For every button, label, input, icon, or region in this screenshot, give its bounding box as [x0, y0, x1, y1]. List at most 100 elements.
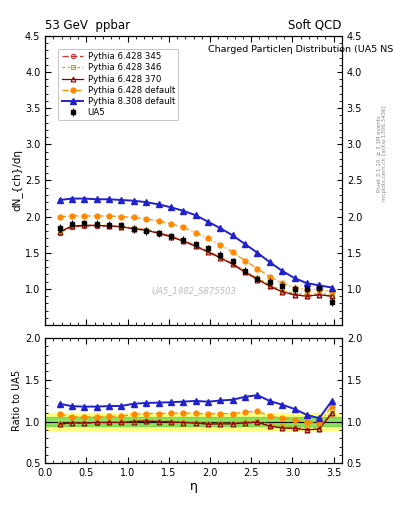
Pythia 6.428 default: [267, 273, 272, 280]
Pythia 6.428 default: [230, 249, 235, 255]
Pythia 6.428 default: [292, 285, 297, 291]
Pythia 6.428 345: [292, 292, 297, 298]
Pythia 8.308 default: [82, 196, 87, 202]
Pythia 6.428 370: [57, 229, 62, 235]
Pythia 8.308 default: [156, 201, 161, 207]
Pythia 6.428 345: [267, 283, 272, 289]
Pythia 6.428 346: [107, 222, 112, 228]
Pythia 8.308 default: [169, 204, 173, 210]
Pythia 6.428 345: [317, 292, 321, 298]
Line: Pythia 6.428 370: Pythia 6.428 370: [57, 223, 334, 298]
Text: Rivet 3.1.10, ≥ 3.1M events: Rivet 3.1.10, ≥ 3.1M events: [377, 115, 382, 192]
Pythia 6.428 346: [243, 268, 248, 274]
Line: Pythia 6.428 346: Pythia 6.428 346: [57, 223, 334, 297]
Pythia 6.428 346: [218, 254, 223, 260]
Pythia 6.428 370: [70, 223, 74, 229]
Pythia 6.428 370: [107, 223, 112, 229]
Pythia 6.428 default: [305, 287, 309, 293]
Line: Pythia 8.308 default: Pythia 8.308 default: [57, 196, 334, 290]
Pythia 6.428 345: [119, 224, 124, 230]
Pythia 6.428 370: [156, 230, 161, 237]
Pythia 6.428 default: [156, 218, 161, 224]
Pythia 6.428 346: [206, 248, 210, 254]
Bar: [45, 417, 342, 426]
Pythia 6.428 370: [206, 249, 210, 255]
Pythia 6.428 346: [156, 229, 161, 236]
Pythia 6.428 345: [230, 261, 235, 267]
Pythia 8.308 default: [230, 232, 235, 239]
Pythia 8.308 default: [255, 250, 260, 256]
Text: mcplots.cern.ch [arXiv:1306.3436]: mcplots.cern.ch [arXiv:1306.3436]: [382, 106, 387, 201]
Pythia 6.428 346: [292, 290, 297, 296]
Pythia 6.428 345: [193, 243, 198, 249]
Pythia 8.308 default: [70, 196, 74, 202]
Pythia 6.428 346: [230, 261, 235, 267]
Pythia 6.428 346: [131, 225, 136, 231]
Pythia 6.428 default: [280, 280, 285, 286]
Pythia 6.428 370: [329, 293, 334, 299]
Pythia 8.308 default: [131, 198, 136, 204]
Pythia 6.428 345: [107, 223, 112, 229]
Pythia 6.428 346: [119, 223, 124, 229]
Pythia 6.428 346: [82, 222, 87, 228]
Pythia 6.428 345: [181, 238, 185, 244]
Pythia 6.428 default: [329, 288, 334, 294]
Pythia 6.428 370: [280, 289, 285, 295]
Pythia 6.428 default: [107, 213, 112, 219]
Line: Pythia 6.428 default: Pythia 6.428 default: [57, 214, 334, 293]
Pythia 6.428 345: [329, 293, 334, 299]
Pythia 6.428 345: [206, 248, 210, 254]
Pythia 6.428 346: [181, 238, 185, 244]
Pythia 8.308 default: [57, 197, 62, 203]
Pythia 8.308 default: [292, 275, 297, 281]
Text: Charged Particleη Distribution (UA5 NSD, all p_{T}): Charged Particleη Distribution (UA5 NSD,…: [208, 45, 393, 54]
Pythia 6.428 default: [317, 287, 321, 293]
Pythia 8.308 default: [243, 241, 248, 247]
Pythia 8.308 default: [193, 212, 198, 218]
Pythia 6.428 345: [57, 229, 62, 236]
Pythia 6.428 default: [255, 266, 260, 272]
Pythia 6.428 370: [255, 276, 260, 283]
Y-axis label: dN_{ch}/dη: dN_{ch}/dη: [11, 150, 22, 211]
Pythia 6.428 370: [193, 243, 198, 249]
Pythia 6.428 346: [317, 290, 321, 296]
Pythia 6.428 345: [131, 225, 136, 231]
Pythia 8.308 default: [305, 280, 309, 286]
Pythia 8.308 default: [181, 208, 185, 214]
Pythia 6.428 346: [267, 282, 272, 288]
Pythia 6.428 370: [305, 293, 309, 299]
Pythia 6.428 346: [94, 222, 99, 228]
Text: Soft QCD: Soft QCD: [288, 19, 342, 32]
Legend: Pythia 6.428 345, Pythia 6.428 346, Pythia 6.428 370, Pythia 6.428 default, Pyth: Pythia 6.428 345, Pythia 6.428 346, Pyth…: [59, 49, 178, 120]
Pythia 6.428 default: [94, 213, 99, 219]
Pythia 8.308 default: [206, 219, 210, 225]
Line: Pythia 6.428 345: Pythia 6.428 345: [57, 224, 334, 298]
Y-axis label: Ratio to UA5: Ratio to UA5: [12, 370, 22, 431]
Pythia 6.428 default: [218, 242, 223, 248]
Pythia 6.428 default: [206, 236, 210, 242]
Text: 53 GeV  ppbar: 53 GeV ppbar: [45, 19, 130, 32]
Pythia 6.428 default: [243, 258, 248, 264]
Pythia 6.428 345: [243, 268, 248, 274]
Pythia 6.428 346: [305, 292, 309, 298]
Pythia 8.308 default: [94, 196, 99, 202]
Pythia 6.428 370: [218, 255, 223, 261]
Pythia 6.428 346: [329, 292, 334, 298]
Pythia 6.428 346: [169, 233, 173, 239]
Pythia 8.308 default: [144, 199, 149, 205]
Pythia 6.428 default: [119, 214, 124, 220]
Pythia 6.428 345: [70, 224, 74, 230]
Pythia 8.308 default: [329, 285, 334, 291]
Pythia 6.428 370: [169, 234, 173, 240]
Pythia 6.428 345: [94, 223, 99, 229]
Pythia 6.428 default: [82, 213, 87, 219]
Pythia 6.428 370: [131, 226, 136, 232]
Pythia 6.428 370: [119, 224, 124, 230]
Pythia 8.308 default: [280, 268, 285, 274]
X-axis label: η: η: [189, 480, 198, 493]
Pythia 6.428 370: [243, 269, 248, 275]
Pythia 6.428 345: [305, 293, 309, 299]
Pythia 6.428 345: [218, 254, 223, 260]
Pythia 6.428 default: [144, 216, 149, 222]
Pythia 6.428 346: [193, 243, 198, 249]
